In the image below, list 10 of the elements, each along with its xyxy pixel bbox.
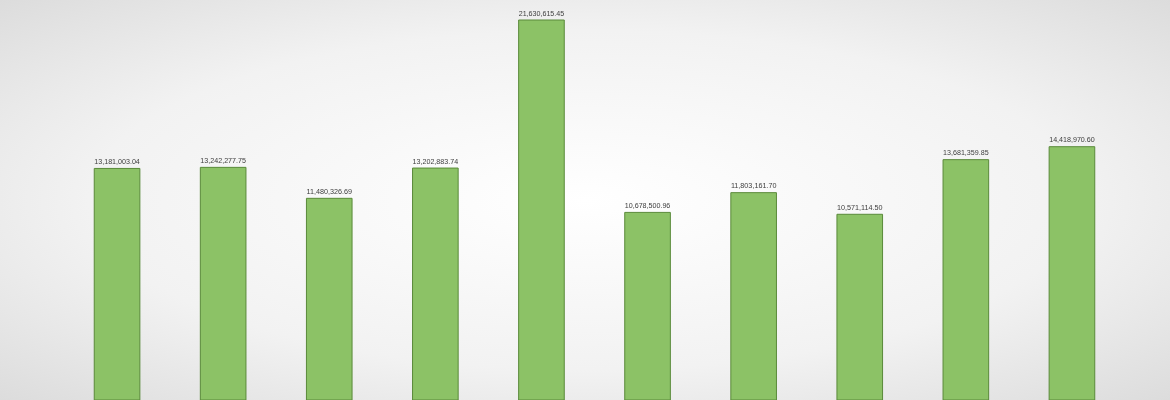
bar [836,213,884,400]
bar [1048,146,1096,400]
bar [93,167,141,400]
bar [518,19,565,400]
bar [305,197,353,400]
bar [412,167,459,400]
bar [199,166,247,400]
bar [730,192,777,400]
bar [624,211,671,400]
bar [942,159,990,400]
